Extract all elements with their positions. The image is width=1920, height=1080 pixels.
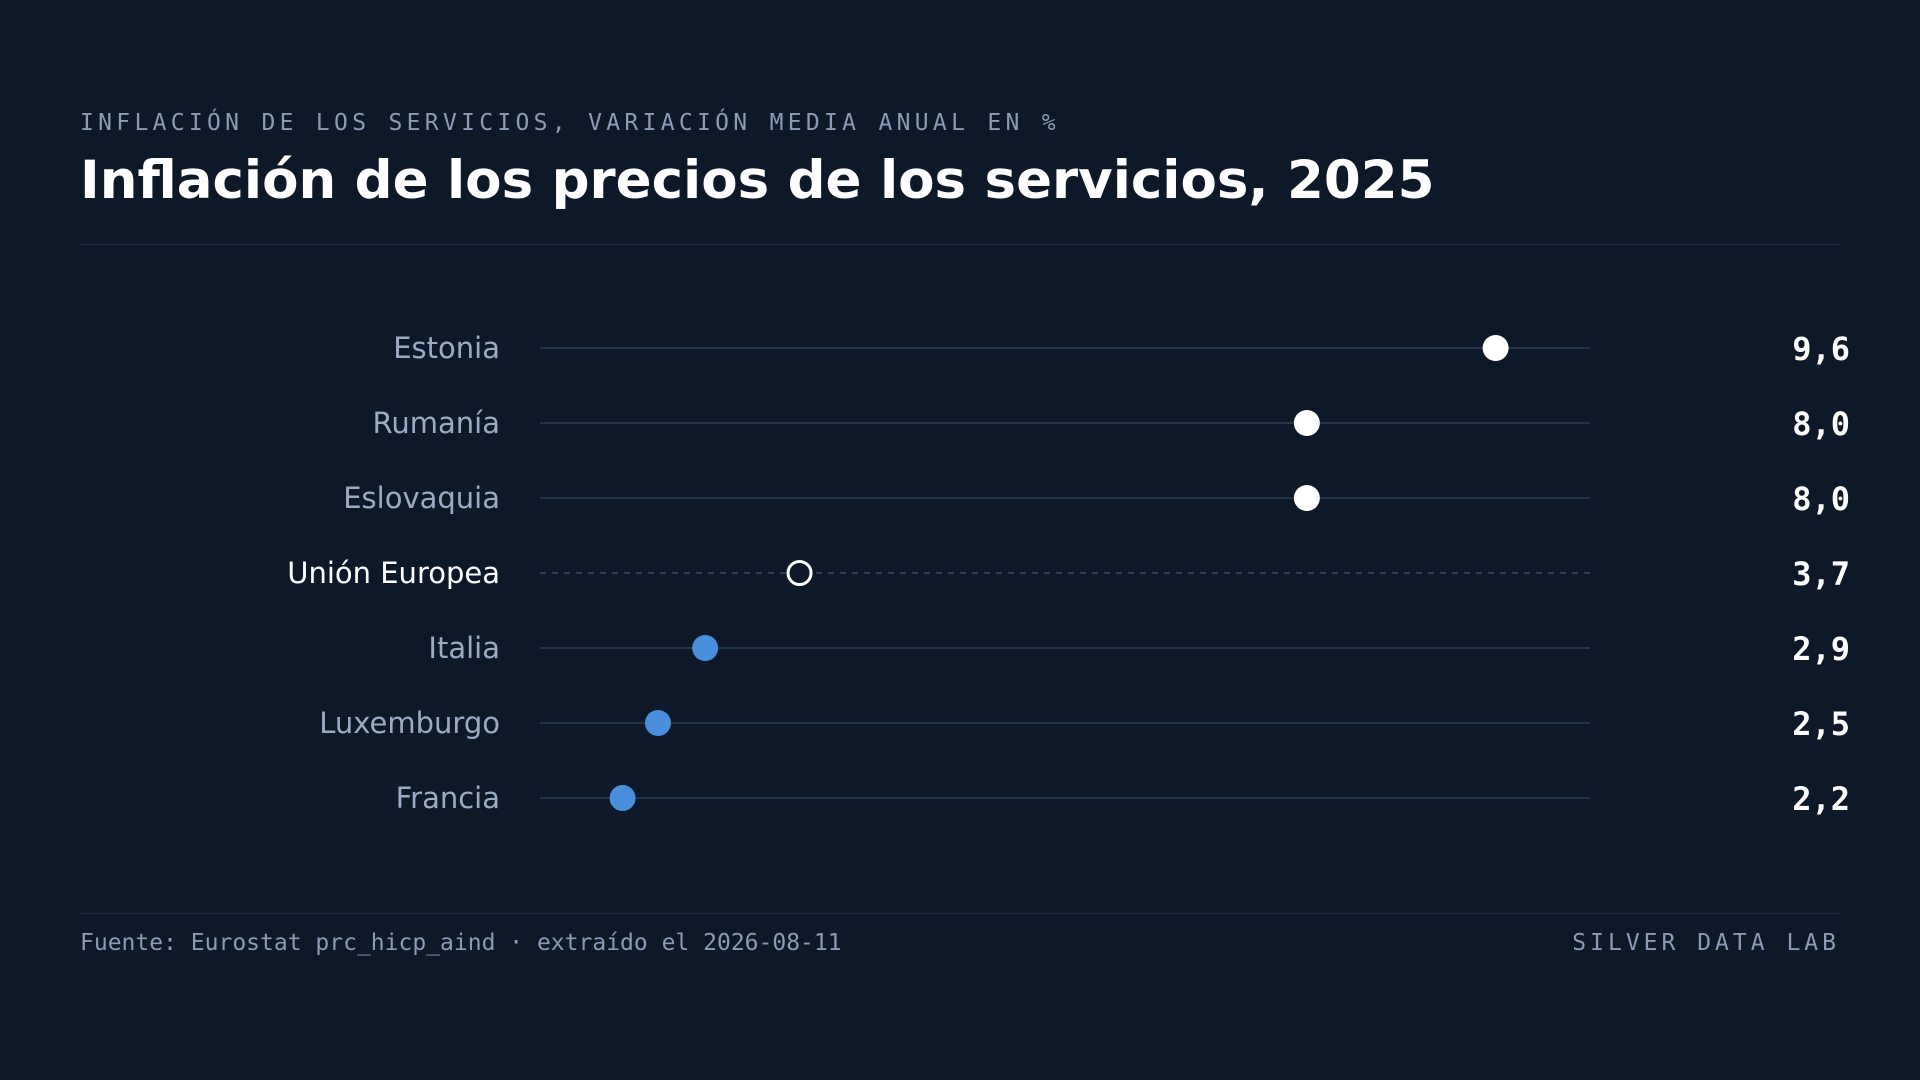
data-point xyxy=(1482,335,1509,361)
data-point xyxy=(692,635,719,661)
data-point xyxy=(609,785,636,811)
category-label: Italia xyxy=(428,631,500,665)
category-label: Estonia xyxy=(393,331,500,365)
category-label: Eslovaquia xyxy=(343,481,500,515)
footer-brand: SILVER DATA LAB xyxy=(1572,930,1840,956)
chart-kicker: INFLACIÓN DE LOS SERVICIOS, VARIACIÓN ME… xyxy=(80,110,1060,136)
value-label: 2,2 xyxy=(1792,780,1850,818)
chart-title: Inflación de los precios de los servicio… xyxy=(80,150,1435,211)
value-label: 8,0 xyxy=(1792,480,1850,518)
header-divider xyxy=(80,244,1840,245)
value-label: 2,5 xyxy=(1792,705,1850,743)
reference-point xyxy=(786,560,813,586)
value-label: 3,7 xyxy=(1792,555,1850,593)
category-label: Luxemburgo xyxy=(319,706,500,740)
footer-source: Fuente: Eurostat prc_hicp_aind · extraíd… xyxy=(80,930,842,956)
category-label: Francia xyxy=(396,781,500,815)
data-point xyxy=(1293,485,1320,511)
value-label: 9,6 xyxy=(1792,330,1850,368)
data-point xyxy=(644,710,671,736)
data-point xyxy=(1293,410,1320,436)
value-label: 8,0 xyxy=(1792,405,1850,443)
footer-divider xyxy=(80,913,1840,914)
value-label: 2,9 xyxy=(1792,630,1850,668)
category-label: Rumanía xyxy=(373,406,500,440)
category-label: Unión Europea xyxy=(287,556,500,590)
